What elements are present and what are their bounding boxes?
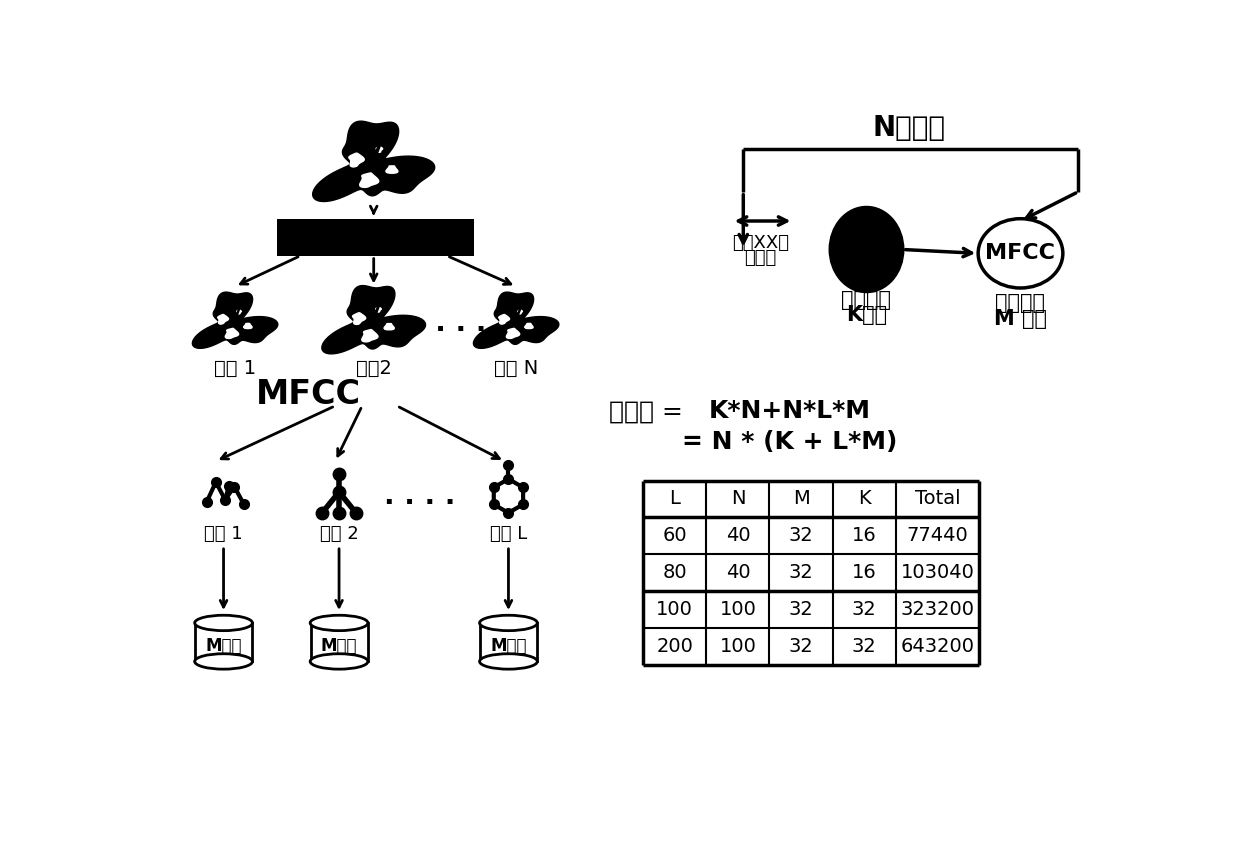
Ellipse shape: [978, 218, 1063, 288]
Bar: [480, 623, 538, 661]
Text: 32: 32: [789, 637, 813, 656]
Polygon shape: [384, 323, 394, 329]
Text: L: L: [670, 489, 681, 508]
Polygon shape: [506, 329, 520, 339]
Text: 100: 100: [719, 600, 756, 619]
Text: 40: 40: [725, 526, 750, 545]
Text: 100: 100: [719, 637, 756, 656]
Polygon shape: [386, 166, 398, 173]
Text: M个核: M个核: [206, 637, 242, 655]
Text: K: K: [858, 489, 870, 508]
Text: 103040: 103040: [900, 563, 975, 582]
Polygon shape: [352, 313, 366, 324]
Text: 动力学: 动力学: [744, 249, 776, 267]
Ellipse shape: [830, 207, 903, 292]
Text: M 个核: M 个核: [994, 309, 1047, 329]
Text: 每个残基: 每个残基: [996, 293, 1045, 313]
Polygon shape: [312, 121, 435, 201]
Bar: [278, 218, 474, 255]
Polygon shape: [376, 307, 382, 312]
Text: 副本2: 副本2: [356, 359, 392, 378]
Text: 副本 1: 副本 1: [215, 359, 257, 378]
Text: MFCC: MFCC: [255, 378, 361, 411]
Text: 40: 40: [725, 563, 750, 582]
Polygon shape: [498, 315, 510, 324]
Text: MFCC: MFCC: [986, 243, 1055, 263]
Polygon shape: [474, 292, 559, 348]
Text: 残基 2: 残基 2: [320, 525, 358, 544]
Text: 残基 1: 残基 1: [205, 525, 243, 544]
Text: 80: 80: [662, 563, 687, 582]
Text: 16: 16: [852, 526, 877, 545]
Polygon shape: [322, 286, 425, 353]
Text: 16: 16: [852, 563, 877, 582]
Polygon shape: [348, 153, 365, 167]
Text: 323200: 323200: [900, 600, 975, 619]
Bar: [195, 623, 253, 661]
Text: 32: 32: [852, 600, 877, 619]
Text: 32: 32: [789, 600, 813, 619]
Ellipse shape: [195, 615, 253, 630]
Text: 每个副本: 每个副本: [842, 290, 892, 310]
Text: 32: 32: [789, 563, 813, 582]
Polygon shape: [243, 323, 252, 329]
Text: N个副本: N个副本: [873, 114, 945, 142]
Polygon shape: [525, 323, 533, 329]
Text: 总核数 =: 总核数 =: [609, 399, 691, 423]
Polygon shape: [376, 146, 383, 152]
Text: 200: 200: [656, 637, 693, 656]
Polygon shape: [360, 173, 378, 187]
Text: 100: 100: [656, 600, 693, 619]
Text: 32: 32: [789, 526, 813, 545]
Ellipse shape: [195, 654, 253, 669]
Polygon shape: [218, 315, 228, 324]
Ellipse shape: [310, 615, 368, 630]
Text: 进行XX步: 进行XX步: [732, 234, 789, 252]
Text: . . . .: . . . .: [415, 309, 486, 336]
Text: K个核: K个核: [846, 305, 887, 325]
Text: Total: Total: [915, 489, 960, 508]
Text: 77440: 77440: [906, 526, 968, 545]
Text: M: M: [792, 489, 810, 508]
Text: 副本 N: 副本 N: [494, 359, 538, 378]
Polygon shape: [226, 329, 238, 339]
Text: M个核: M个核: [321, 637, 357, 655]
Ellipse shape: [310, 654, 368, 669]
Ellipse shape: [480, 615, 537, 630]
Polygon shape: [362, 329, 378, 342]
Text: . . . .: . . . .: [384, 482, 455, 510]
Text: 643200: 643200: [900, 637, 975, 656]
Text: N: N: [730, 489, 745, 508]
Bar: [310, 623, 368, 661]
Polygon shape: [518, 310, 522, 314]
Text: M个核: M个核: [490, 637, 527, 655]
Polygon shape: [192, 292, 278, 348]
Text: 残基 L: 残基 L: [490, 525, 527, 544]
Text: 32: 32: [852, 637, 877, 656]
Text: K*N+N*L*M: K*N+N*L*M: [708, 399, 870, 423]
Text: 60: 60: [662, 526, 687, 545]
Text: = N * (K + L*M): = N * (K + L*M): [682, 430, 897, 454]
Polygon shape: [237, 310, 242, 314]
Ellipse shape: [480, 654, 537, 669]
